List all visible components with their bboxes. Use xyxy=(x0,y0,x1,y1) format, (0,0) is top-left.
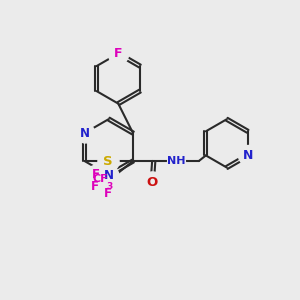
Text: N: N xyxy=(80,127,90,140)
Text: F: F xyxy=(114,47,122,60)
Text: F: F xyxy=(104,187,112,200)
Text: CF: CF xyxy=(93,174,109,184)
Text: N: N xyxy=(104,169,114,182)
Text: O: O xyxy=(147,176,158,189)
Text: F: F xyxy=(92,168,100,181)
Text: 3: 3 xyxy=(106,182,112,191)
Text: NH: NH xyxy=(167,156,185,166)
Text: F: F xyxy=(91,180,99,193)
Text: S: S xyxy=(103,154,113,167)
Text: N: N xyxy=(242,149,253,162)
